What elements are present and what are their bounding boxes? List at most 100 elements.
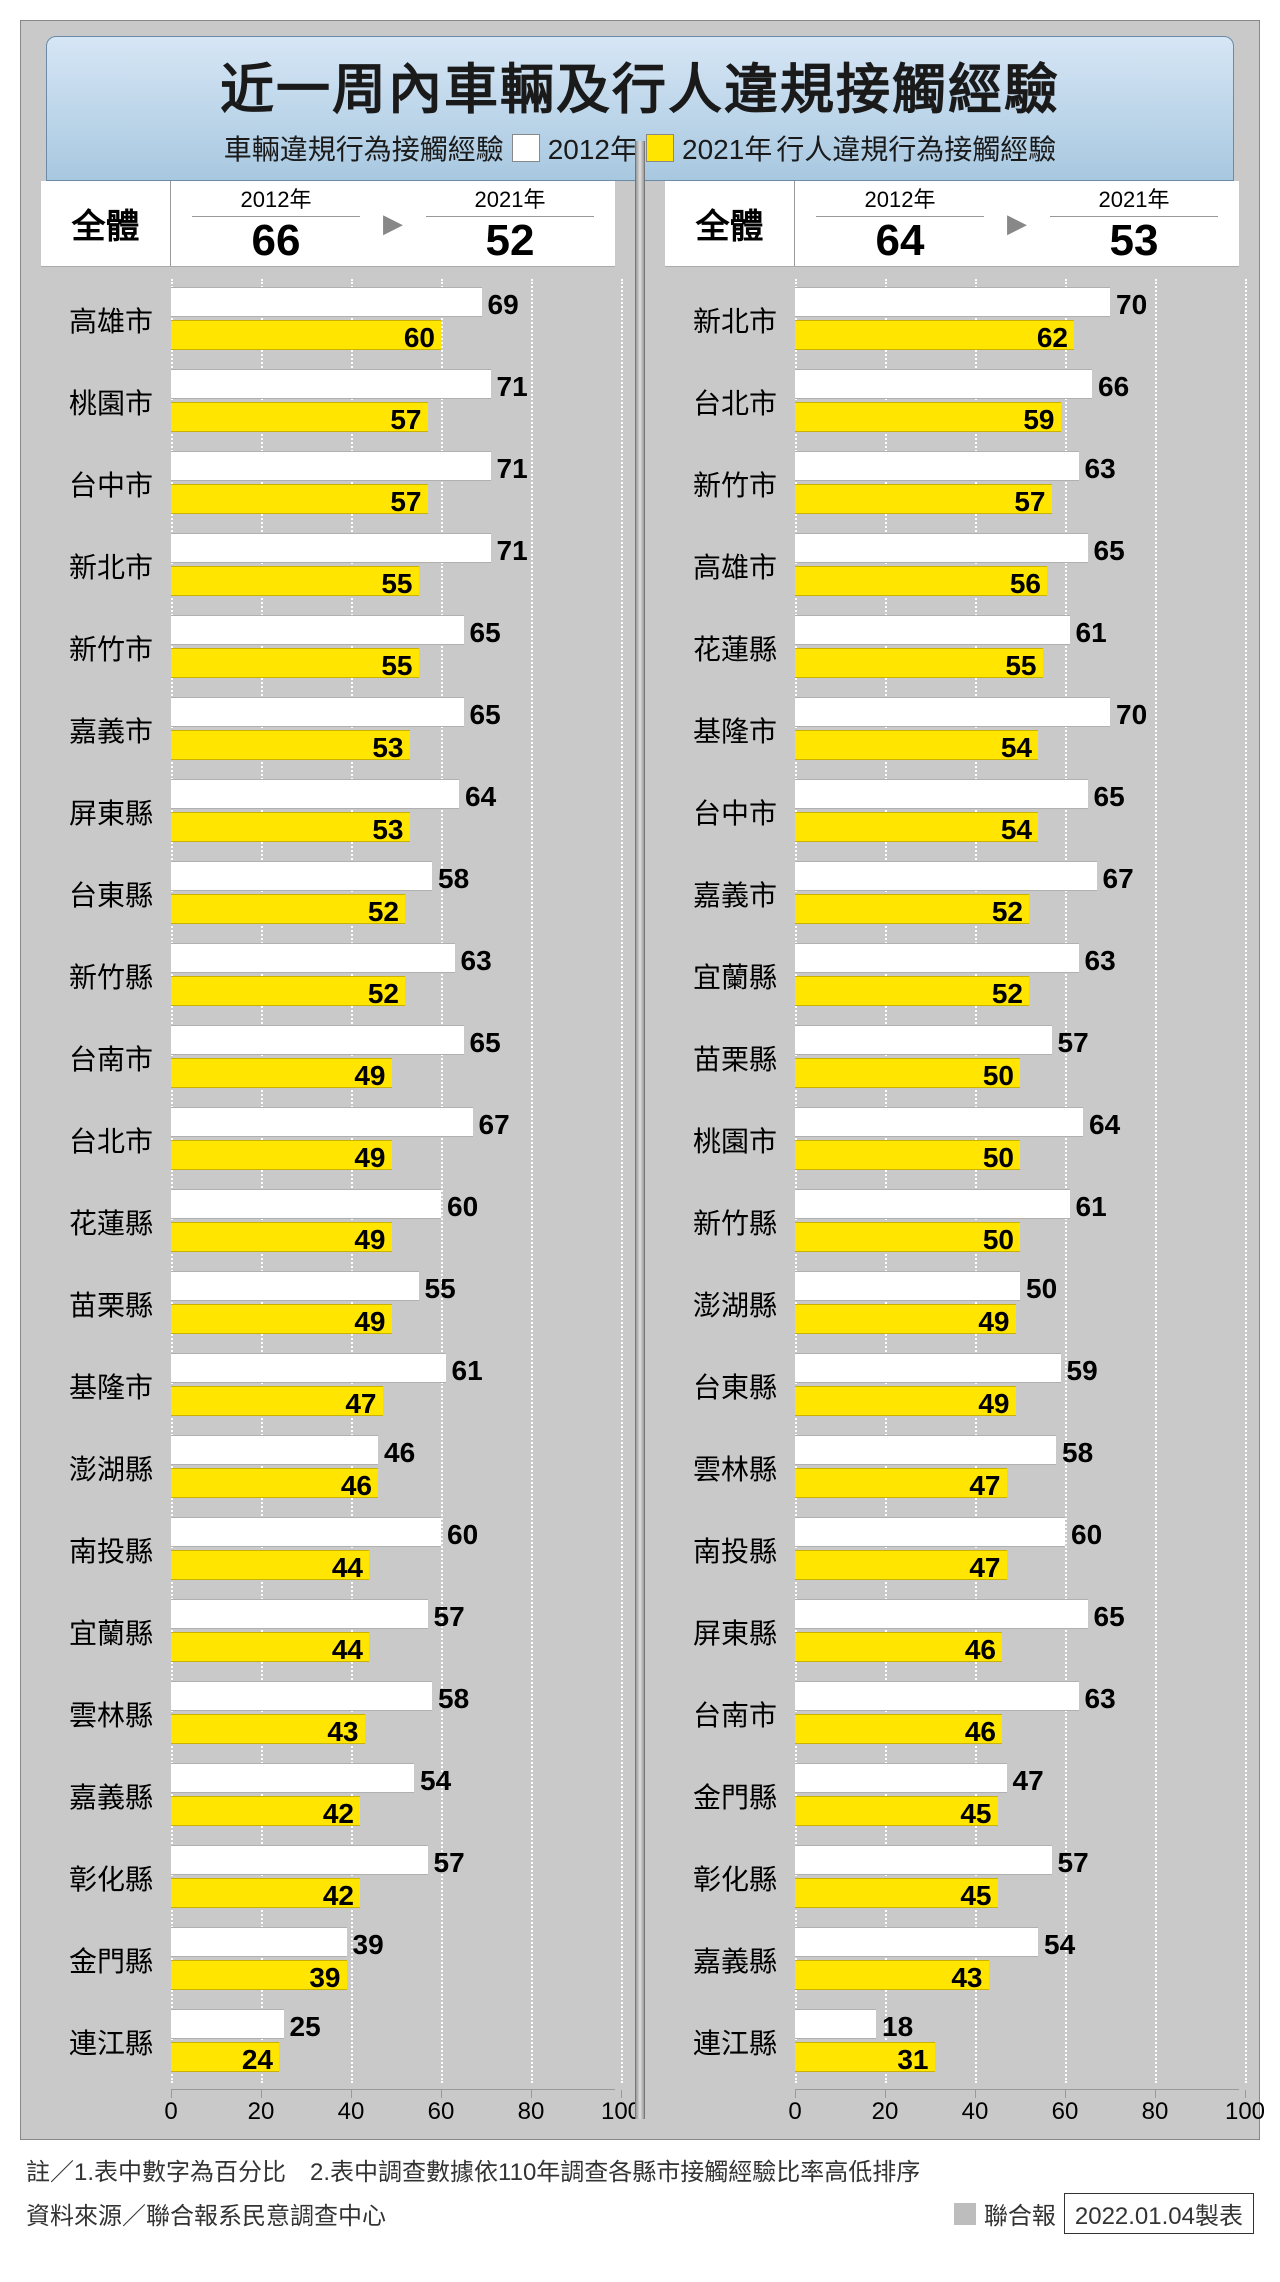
bar-row: 台北市6749	[171, 1099, 615, 1181]
year2-value: 52	[486, 217, 535, 265]
axis-tick-label: 20	[872, 2098, 899, 2126]
row-label: 雲林縣	[41, 1673, 161, 1755]
bar-2021: 49	[795, 1386, 1016, 1416]
bar-2021: 60	[171, 320, 441, 350]
row-label: 嘉義縣	[41, 1755, 161, 1837]
bar-2021: 53	[171, 730, 410, 760]
bar-value-2021: 49	[354, 1306, 385, 1338]
bar-value-2012: 60	[1071, 1519, 1102, 1551]
bar-value-2012: 71	[497, 535, 528, 567]
bar-2021: 49	[795, 1304, 1016, 1334]
bar-2012: 63	[795, 1681, 1079, 1711]
bar-value-2012: 65	[1094, 1601, 1125, 1633]
bar-2021: 55	[171, 648, 419, 678]
bar-2021: 53	[171, 812, 410, 842]
bar-2021: 52	[171, 976, 405, 1006]
bar-2021: 46	[171, 1468, 378, 1498]
bar-2012: 65	[171, 615, 464, 645]
row-label: 屏東縣	[41, 771, 161, 853]
bar-2021: 50	[795, 1222, 1020, 1252]
bar-value-2021: 42	[323, 1880, 354, 1912]
bar-value-2021: 53	[372, 732, 403, 764]
row-label: 桃園市	[665, 1099, 785, 1181]
bar-2021: 59	[795, 402, 1061, 432]
row-label: 新竹市	[665, 443, 785, 525]
bar-value-2021: 52	[992, 896, 1023, 928]
gridline	[1245, 279, 1247, 2083]
bar-2021: 45	[795, 1796, 998, 1826]
bar-value-2012: 54	[1044, 1929, 1075, 1961]
row-label: 台北市	[665, 361, 785, 443]
arrow-icon: ▶	[1005, 181, 1029, 266]
chart-title: 近一周內車輛及行人違規接觸經驗	[47, 45, 1233, 124]
footer-right: 聯合報 2022.01.04製表	[954, 2193, 1254, 2234]
bar-2021: 50	[795, 1140, 1020, 1170]
year1-block: 2012年 64	[795, 181, 1005, 266]
year1-block: 2012年 66	[171, 181, 381, 266]
bar-value-2021: 49	[354, 1224, 385, 1256]
bar-2012: 66	[795, 369, 1092, 399]
bar-row: 台南市6346	[795, 1673, 1239, 1755]
row-label: 屏東縣	[665, 1591, 785, 1673]
bar-value-2021: 43	[951, 1962, 982, 1994]
bar-value-2012: 50	[1026, 1273, 1057, 1305]
bar-value-2012: 64	[1089, 1109, 1120, 1141]
panels: 全體 2012年 66 ▶ 2021年 52 高雄市6960桃園市7157台中市…	[21, 181, 1259, 2119]
row-label: 台中市	[665, 771, 785, 853]
bar-2021: 49	[171, 1140, 392, 1170]
x-axis: 020406080100	[795, 2089, 1239, 2119]
bar-value-2012: 65	[1094, 781, 1125, 813]
bar-value-2012: 67	[1103, 863, 1134, 895]
bar-2021: 47	[795, 1468, 1007, 1498]
row-label: 高雄市	[665, 525, 785, 607]
bars-area: 新北市7062台北市6659新竹市6357高雄市6556花蓮縣6155基隆市70…	[665, 279, 1239, 2119]
footer: 註／1.表中數字為百分比 2.表中調查數據依110年調查各縣市接觸經驗比率高低排…	[20, 2140, 1260, 2234]
bar-2021: 57	[795, 484, 1052, 514]
year1-label: 2012年	[192, 182, 360, 217]
bar-2021: 42	[171, 1796, 360, 1826]
bar-2012: 71	[171, 533, 491, 563]
bar-value-2021: 52	[368, 896, 399, 928]
bar-2012: 64	[171, 779, 459, 809]
legend-year-2012: 2012年	[548, 128, 638, 168]
bar-2012: 54	[795, 1927, 1038, 1957]
bar-2012: 60	[171, 1517, 441, 1547]
bar-row: 澎湖縣4646	[171, 1427, 615, 1509]
bar-row: 彰化縣5742	[171, 1837, 615, 1919]
bar-2021: 43	[795, 1960, 989, 1990]
row-label: 宜蘭縣	[665, 935, 785, 1017]
bar-value-2021: 62	[1037, 322, 1068, 354]
bar-2012: 65	[795, 779, 1088, 809]
bar-value-2012: 71	[497, 371, 528, 403]
bar-row: 嘉義市6553	[171, 689, 615, 771]
bar-row: 台東縣5852	[171, 853, 615, 935]
bar-row: 花蓮縣6049	[171, 1181, 615, 1263]
bar-row: 南投縣6044	[171, 1509, 615, 1591]
year1-value: 64	[876, 217, 925, 265]
plot-area: 新北市7062台北市6659新竹市6357高雄市6556花蓮縣6155基隆市70…	[795, 279, 1239, 2083]
row-label: 台南市	[665, 1673, 785, 1755]
bar-2012: 70	[795, 287, 1110, 317]
bar-2021: 24	[171, 2042, 279, 2072]
bar-2012: 57	[795, 1025, 1052, 1055]
bar-2012: 63	[171, 943, 455, 973]
bar-row: 台中市7157	[171, 443, 615, 525]
bar-value-2012: 66	[1098, 371, 1129, 403]
bar-value-2021: 39	[309, 1962, 340, 1994]
footer-line2: 資料來源／聯合報系民意調查中心 聯合報 2022.01.04製表	[26, 2193, 1254, 2234]
row-label: 台中市	[41, 443, 161, 525]
axis-tick-label: 100	[1225, 2098, 1265, 2126]
bar-row: 金門縣3939	[171, 1919, 615, 2001]
bar-2021: 39	[171, 1960, 347, 1990]
axis-tick-label: 80	[518, 2098, 545, 2126]
bar-value-2021: 44	[332, 1634, 363, 1666]
bar-value-2012: 65	[470, 1027, 501, 1059]
bar-row: 桃園市7157	[171, 361, 615, 443]
bar-2012: 55	[171, 1271, 419, 1301]
row-label: 苗栗縣	[41, 1263, 161, 1345]
row-label: 金門縣	[665, 1755, 785, 1837]
bar-value-2021: 46	[965, 1716, 996, 1748]
bar-2021: 43	[171, 1714, 365, 1744]
bar-row: 高雄市6960	[171, 279, 615, 361]
bar-2012: 64	[795, 1107, 1083, 1137]
